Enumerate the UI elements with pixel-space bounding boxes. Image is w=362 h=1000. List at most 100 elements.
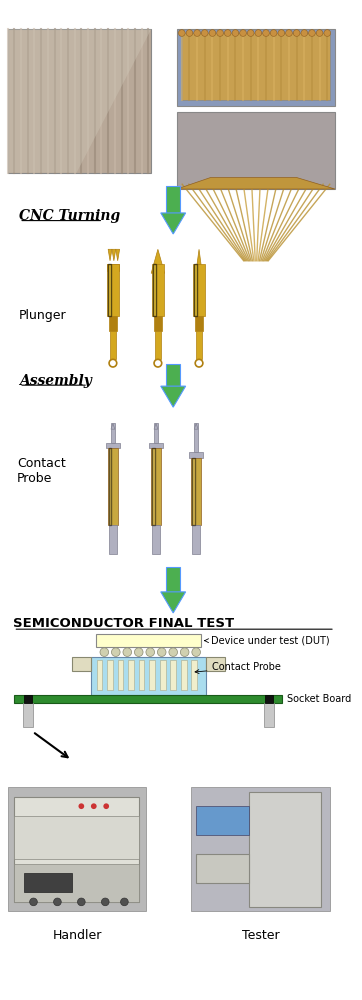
Polygon shape bbox=[177, 178, 335, 189]
Text: Handler: Handler bbox=[52, 929, 102, 942]
Circle shape bbox=[194, 30, 201, 36]
Text: Tester: Tester bbox=[242, 929, 279, 942]
FancyBboxPatch shape bbox=[191, 458, 201, 525]
FancyBboxPatch shape bbox=[181, 660, 186, 690]
FancyBboxPatch shape bbox=[171, 660, 176, 690]
Circle shape bbox=[134, 648, 143, 656]
FancyBboxPatch shape bbox=[195, 316, 203, 331]
Text: Contact Probe: Contact Probe bbox=[195, 662, 281, 674]
Circle shape bbox=[324, 30, 331, 36]
FancyBboxPatch shape bbox=[265, 695, 273, 703]
FancyBboxPatch shape bbox=[23, 703, 33, 727]
Circle shape bbox=[103, 803, 109, 809]
Polygon shape bbox=[108, 249, 112, 261]
FancyBboxPatch shape bbox=[14, 695, 282, 703]
Text: SEMICONDUCTOR FINAL TEST: SEMICONDUCTOR FINAL TEST bbox=[13, 617, 235, 630]
FancyBboxPatch shape bbox=[182, 33, 330, 100]
FancyBboxPatch shape bbox=[264, 703, 274, 727]
FancyBboxPatch shape bbox=[109, 448, 111, 525]
Circle shape bbox=[270, 30, 277, 36]
Text: Device under test (DUT): Device under test (DUT) bbox=[205, 636, 329, 646]
FancyBboxPatch shape bbox=[14, 816, 139, 859]
Polygon shape bbox=[111, 423, 115, 429]
Circle shape bbox=[121, 898, 128, 906]
FancyBboxPatch shape bbox=[177, 29, 335, 106]
Polygon shape bbox=[112, 249, 116, 261]
Circle shape bbox=[278, 30, 285, 36]
Circle shape bbox=[91, 803, 97, 809]
FancyBboxPatch shape bbox=[196, 806, 249, 835]
FancyBboxPatch shape bbox=[196, 859, 249, 864]
Circle shape bbox=[293, 30, 300, 36]
FancyBboxPatch shape bbox=[91, 657, 206, 695]
FancyBboxPatch shape bbox=[152, 525, 160, 554]
FancyBboxPatch shape bbox=[24, 695, 31, 703]
FancyBboxPatch shape bbox=[206, 657, 225, 671]
FancyBboxPatch shape bbox=[192, 458, 195, 525]
Polygon shape bbox=[167, 567, 180, 592]
FancyBboxPatch shape bbox=[139, 660, 144, 690]
Polygon shape bbox=[116, 249, 119, 261]
Polygon shape bbox=[8, 29, 151, 173]
FancyBboxPatch shape bbox=[8, 787, 146, 911]
Polygon shape bbox=[195, 249, 203, 278]
FancyBboxPatch shape bbox=[153, 264, 156, 316]
Circle shape bbox=[286, 30, 292, 36]
Circle shape bbox=[301, 30, 308, 36]
Circle shape bbox=[30, 898, 37, 906]
Circle shape bbox=[247, 30, 254, 36]
FancyBboxPatch shape bbox=[109, 525, 117, 554]
Circle shape bbox=[178, 30, 185, 36]
Circle shape bbox=[180, 648, 189, 656]
Polygon shape bbox=[167, 186, 180, 213]
FancyBboxPatch shape bbox=[155, 331, 161, 359]
Polygon shape bbox=[167, 364, 180, 386]
FancyBboxPatch shape bbox=[189, 452, 203, 458]
FancyBboxPatch shape bbox=[160, 660, 165, 690]
Circle shape bbox=[101, 898, 109, 906]
FancyBboxPatch shape bbox=[196, 854, 249, 883]
Circle shape bbox=[77, 898, 85, 906]
FancyBboxPatch shape bbox=[107, 264, 119, 316]
Polygon shape bbox=[151, 249, 165, 273]
Circle shape bbox=[123, 648, 131, 656]
Circle shape bbox=[186, 30, 193, 36]
FancyBboxPatch shape bbox=[191, 660, 197, 690]
Circle shape bbox=[316, 30, 323, 36]
FancyBboxPatch shape bbox=[72, 657, 91, 671]
FancyBboxPatch shape bbox=[97, 660, 102, 690]
Polygon shape bbox=[161, 386, 186, 407]
Circle shape bbox=[111, 648, 120, 656]
Text: Contact
Probe: Contact Probe bbox=[17, 457, 66, 485]
Text: Plunger: Plunger bbox=[19, 309, 67, 322]
Circle shape bbox=[100, 648, 109, 656]
Text: CNC Turning: CNC Turning bbox=[19, 209, 121, 223]
Polygon shape bbox=[194, 423, 198, 429]
Circle shape bbox=[157, 648, 166, 656]
Polygon shape bbox=[161, 213, 186, 234]
FancyBboxPatch shape bbox=[149, 660, 155, 690]
FancyBboxPatch shape bbox=[8, 29, 151, 173]
FancyBboxPatch shape bbox=[118, 660, 123, 690]
FancyBboxPatch shape bbox=[110, 331, 116, 359]
Circle shape bbox=[192, 648, 201, 656]
FancyBboxPatch shape bbox=[249, 792, 321, 907]
Polygon shape bbox=[161, 592, 186, 613]
Text: Socket Board: Socket Board bbox=[287, 694, 351, 704]
FancyBboxPatch shape bbox=[196, 331, 202, 359]
Circle shape bbox=[224, 30, 231, 36]
Circle shape bbox=[263, 30, 269, 36]
FancyBboxPatch shape bbox=[154, 423, 158, 443]
Polygon shape bbox=[154, 423, 158, 429]
Circle shape bbox=[255, 30, 262, 36]
FancyBboxPatch shape bbox=[24, 873, 72, 892]
Circle shape bbox=[146, 648, 155, 656]
FancyBboxPatch shape bbox=[96, 634, 201, 647]
FancyBboxPatch shape bbox=[111, 423, 115, 443]
Circle shape bbox=[308, 30, 315, 36]
Circle shape bbox=[217, 30, 223, 36]
FancyBboxPatch shape bbox=[109, 316, 117, 331]
FancyBboxPatch shape bbox=[194, 264, 197, 316]
FancyBboxPatch shape bbox=[107, 264, 119, 271]
FancyBboxPatch shape bbox=[149, 443, 163, 448]
